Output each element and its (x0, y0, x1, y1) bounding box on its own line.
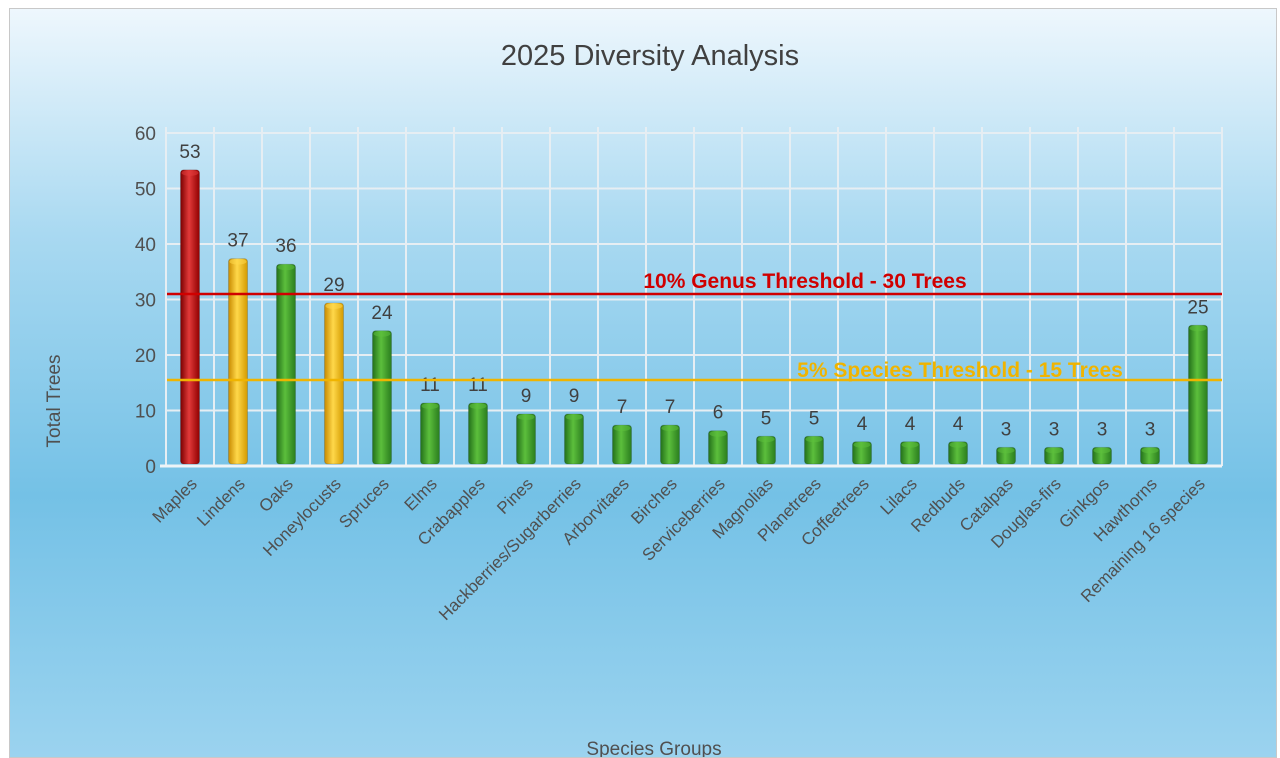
x-tick-label: Maples (149, 474, 201, 526)
data-label: 6 (713, 403, 724, 424)
bar-elms (420, 402, 440, 465)
gridlines (160, 127, 1223, 468)
data-label: 11 (468, 375, 488, 396)
data-label: 4 (857, 414, 868, 435)
data-label: 3 (1049, 419, 1060, 440)
bar-cap (421, 402, 439, 409)
bar-cap (373, 330, 391, 337)
x-tick-label: Spruces (335, 474, 393, 532)
bar-lindens (228, 258, 248, 465)
y-tick-label: 50 (135, 180, 156, 201)
bar-crabapples (468, 402, 488, 465)
data-labels: 53 37 36 29 24 11 11 9 9 7 7 6 5 5 4 4 4 3 3 3 3 25 (179, 142, 1208, 441)
data-label: 4 (953, 414, 964, 435)
data-label: 7 (617, 397, 628, 418)
data-label: 9 (521, 386, 532, 407)
data-label: 37 (227, 231, 248, 252)
threshold-label: 10% Genus Threshold - 30 Trees (643, 270, 966, 293)
bar-cap (229, 258, 247, 265)
bar-remaining-16-species (1188, 324, 1208, 465)
x-tick-label: Elms (401, 474, 441, 514)
bar-cap (949, 441, 967, 448)
bar-cap (469, 402, 487, 409)
data-label: 24 (371, 303, 393, 324)
threshold-lines: 10% Genus Threshold - 30 Trees 5% Species… (167, 270, 1222, 382)
chart-area: 2025 Diversity Analysis 0 10 20 30 40 50 60 53… (9, 8, 1277, 758)
bar-honeylocusts (324, 302, 344, 465)
chart-title: 2025 Diversity Analysis (501, 40, 799, 72)
bar-oaks (276, 263, 296, 465)
bar-cap (757, 436, 775, 443)
data-label: 3 (1001, 419, 1012, 440)
y-tick-label: 20 (135, 346, 156, 367)
bar-cap (805, 436, 823, 443)
data-label: 11 (420, 375, 440, 396)
y-tick-label: 10 (135, 402, 156, 423)
bar-cap (901, 441, 919, 448)
y-tick-label: 30 (135, 291, 156, 312)
bar-spruces (372, 330, 392, 465)
threshold-label: 5% Species Threshold - 15 Trees (797, 359, 1123, 382)
data-label: 5 (761, 408, 772, 429)
bar-cap (181, 169, 199, 176)
data-label: 5 (809, 408, 820, 429)
bar-cap (517, 414, 535, 421)
data-label: 53 (179, 142, 200, 163)
bar-cap (1045, 447, 1063, 454)
bar-cap (1141, 447, 1159, 454)
x-tick-label: Pines (493, 474, 537, 518)
y-axis-ticks: 0 10 20 30 40 50 60 (135, 124, 156, 478)
data-label: 4 (905, 414, 916, 435)
y-tick-label: 60 (135, 124, 156, 145)
bar-pines (516, 413, 536, 465)
data-label: 9 (569, 386, 580, 407)
bar-cap (853, 441, 871, 448)
bar-maples (180, 169, 200, 465)
data-label: 7 (665, 397, 676, 418)
bar-cap (1093, 447, 1111, 454)
x-axis-title: Species Groups (586, 739, 721, 758)
bar-cap (661, 425, 679, 432)
bar-cap (613, 425, 631, 432)
bar-cap (997, 447, 1015, 454)
bar-cap (277, 264, 295, 271)
x-tick-label: Lindens (193, 474, 249, 530)
x-tick-label: Serviceberries (639, 474, 729, 564)
bar-cap (565, 414, 583, 421)
bar-cap (325, 303, 343, 310)
bars (180, 169, 1208, 465)
bar-cap (1189, 325, 1207, 332)
bar-hackberries-sugarberries (564, 413, 584, 465)
data-label: 25 (1187, 297, 1208, 318)
data-label: 29 (323, 275, 344, 296)
y-tick-label: 0 (145, 457, 156, 478)
x-tick-label: Lilacs (877, 474, 921, 518)
data-label: 3 (1097, 419, 1108, 440)
y-tick-label: 40 (135, 235, 156, 256)
bar-cap (709, 430, 727, 437)
x-tick-label: Oaks (255, 474, 296, 515)
y-axis-title: Total Trees (44, 355, 65, 448)
data-label: 3 (1145, 419, 1156, 440)
data-label: 36 (275, 236, 296, 257)
